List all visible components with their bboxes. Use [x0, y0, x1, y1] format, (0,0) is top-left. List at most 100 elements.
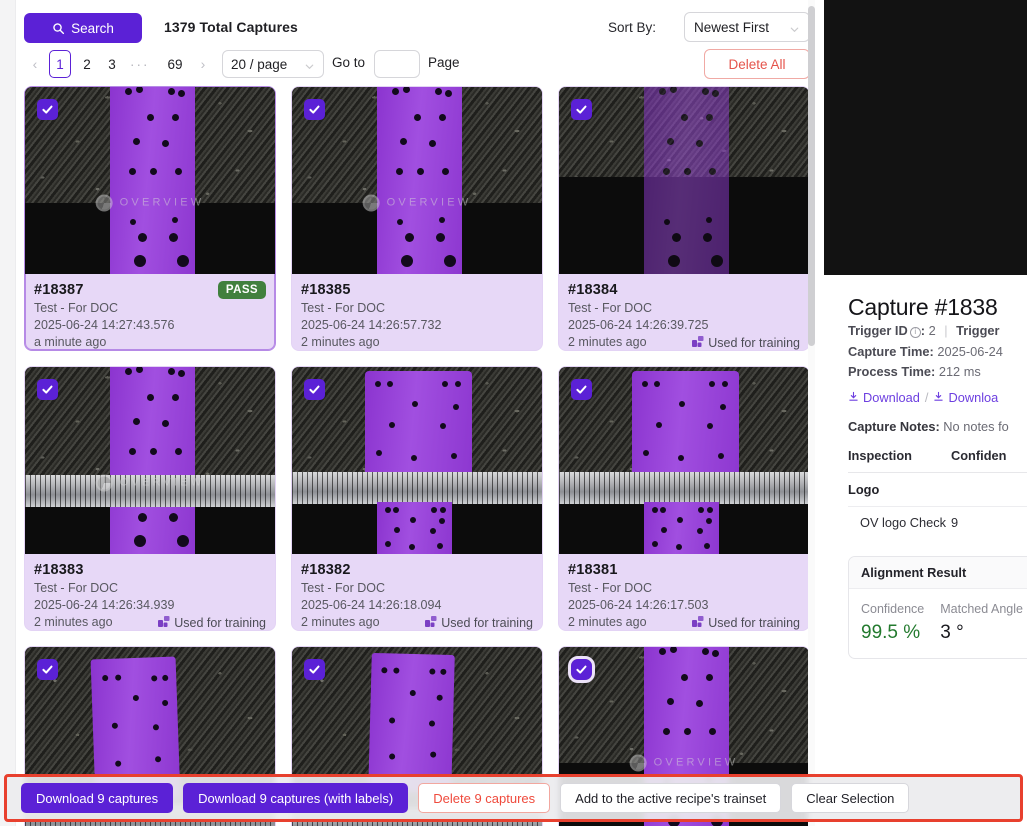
- panel-hole: [132, 138, 140, 146]
- capture-select-checkbox[interactable]: [304, 659, 325, 680]
- panel-hole: [375, 380, 382, 387]
- capture-select-checkbox[interactable]: [304, 99, 325, 120]
- add-to-trainset-button[interactable]: Add to the active recipe's trainset: [560, 783, 782, 813]
- panel-hole: [110, 722, 118, 729]
- panel-hole: [654, 380, 661, 387]
- panel-hole: [672, 233, 682, 243]
- sort-by-select[interactable]: Newest First: [684, 12, 810, 42]
- pagination-prev[interactable]: ‹: [32, 56, 38, 72]
- panel-hole: [178, 89, 185, 97]
- panel-hole: [696, 527, 703, 534]
- capture-thumbnail[interactable]: OVERVIEW: [25, 87, 275, 274]
- capture-select-checkbox[interactable]: [571, 379, 592, 400]
- panel-hole: [450, 452, 457, 459]
- download-row: Download / Downloa: [848, 390, 1027, 405]
- panel-hole: [376, 450, 383, 457]
- pagination-page-1[interactable]: 1: [49, 50, 71, 78]
- capture-thumbnail[interactable]: OVERVIEW: [25, 367, 275, 554]
- capture-thumbnail[interactable]: [559, 87, 809, 274]
- check-icon: [576, 105, 587, 114]
- delete-all-button[interactable]: Delete All: [704, 49, 810, 79]
- download-captures-button[interactable]: Download 9 captures: [21, 783, 174, 813]
- scrollbar-thumb[interactable]: [808, 6, 815, 346]
- panel-hole: [147, 113, 155, 121]
- panel-hole: [133, 535, 146, 548]
- used-for-training: Used for training: [425, 615, 533, 630]
- purple-panel: [644, 87, 729, 274]
- capture-card[interactable]: OVERVIEW #18383 Test - For DOC 2025-06-2…: [24, 366, 276, 631]
- capture-relative-time: 2 minutes ago: [34, 615, 113, 629]
- capture-select-checkbox[interactable]: [571, 99, 592, 120]
- used-for-training: Used for training: [692, 335, 800, 350]
- panel-hole: [402, 87, 410, 93]
- alignment-result-card: Alignment Result Confidence 99.5 % Match…: [848, 555, 1027, 659]
- pagination-next[interactable]: ›: [200, 56, 206, 72]
- panel-hole: [705, 518, 712, 525]
- info-icon[interactable]: i: [909, 326, 921, 338]
- capture-thumbnail[interactable]: [559, 367, 809, 554]
- capture-thumbnail[interactable]: OVERVIEW: [292, 87, 542, 274]
- capture-select-checkbox[interactable]: [37, 379, 58, 400]
- pagination-page-3[interactable]: 3: [108, 56, 116, 72]
- captures-scrollbar[interactable]: [808, 0, 815, 826]
- panel-hole: [138, 233, 148, 243]
- capture-scene: OVERVIEW: [292, 87, 542, 274]
- panel-hole: [439, 113, 447, 121]
- search-button[interactable]: Search: [24, 13, 142, 43]
- used-for-training-label: Used for training: [708, 615, 800, 630]
- purple-panel: [110, 87, 195, 274]
- download-captures-with-labels-button[interactable]: Download 9 captures (with labels): [183, 783, 409, 813]
- capture-timestamp: 2025-06-24 14:26:39.725: [568, 318, 709, 332]
- capture-card[interactable]: #18382 Test - For DOC 2025-06-24 14:26:1…: [291, 366, 543, 631]
- panel-hole: [652, 541, 659, 548]
- capture-meta: #18382 Test - For DOC 2025-06-24 14:26:1…: [292, 554, 542, 630]
- captures-column: Search 1379 Total Captures Sort By: Newe…: [16, 0, 818, 826]
- panel-hole: [441, 380, 448, 387]
- used-for-training-label: Used for training: [174, 615, 266, 630]
- capture-select-checkbox[interactable]: [37, 99, 58, 120]
- pagination-page-2[interactable]: 2: [83, 56, 91, 72]
- download-link[interactable]: Download: [848, 390, 920, 405]
- capture-card[interactable]: #18381 Test - For DOC 2025-06-24 14:26:1…: [558, 366, 810, 631]
- capture-notes-label: Capture Notes:: [848, 418, 940, 434]
- process-time-label: Process Time:: [848, 364, 936, 379]
- download-icon: [848, 390, 859, 405]
- panel-hole: [388, 717, 395, 724]
- clear-selection-button[interactable]: Clear Selection: [791, 783, 910, 813]
- alignment-angle-label: Matched Angle: [940, 601, 1023, 616]
- goto-page-input[interactable]: [374, 50, 420, 78]
- capture-card[interactable]: OVERVIEW #18385 Test - For DOC 2025-06-2…: [291, 86, 543, 351]
- panel-hole: [167, 367, 175, 375]
- purple-panel: [364, 370, 472, 483]
- capture-recipe: Test - For DOC: [34, 301, 119, 315]
- alignment-confidence-value: 99.5 %: [861, 621, 921, 643]
- capture-card[interactable]: #18384 Test - For DOC 2025-06-24 14:26:3…: [558, 86, 810, 351]
- panel-hole: [168, 513, 178, 523]
- panel-hole: [151, 724, 159, 731]
- panel-hole: [172, 216, 179, 223]
- panel-hole: [132, 418, 140, 426]
- panel-hole: [669, 647, 677, 653]
- panel-hole: [676, 543, 683, 550]
- panel-hole: [161, 420, 169, 428]
- search-icon: [52, 22, 65, 35]
- panel-hole: [683, 728, 691, 736]
- capture-select-checkbox[interactable]: [568, 656, 595, 683]
- download-alt-link[interactable]: Downloa: [933, 390, 998, 405]
- panel-hole: [387, 380, 394, 387]
- panel-hole: [133, 255, 146, 268]
- delete-captures-button[interactable]: Delete 9 captures: [418, 783, 551, 813]
- panel-hole: [701, 647, 709, 655]
- capture-select-checkbox[interactable]: [304, 379, 325, 400]
- panel-hole: [695, 700, 703, 708]
- panel-hole: [707, 506, 713, 513]
- capture-select-checkbox[interactable]: [37, 659, 58, 680]
- pagination-last-page[interactable]: 69: [167, 56, 183, 72]
- panel-hole: [711, 255, 724, 268]
- panel-hole: [444, 255, 457, 268]
- panel-hole: [174, 448, 182, 456]
- page-size-select[interactable]: 20 / page: [222, 50, 324, 78]
- capture-thumbnail[interactable]: [292, 367, 542, 554]
- capture-id: #18385: [301, 282, 351, 298]
- capture-card[interactable]: OVERVIEW PASS #18387 Test - For DOC 2025…: [24, 86, 276, 351]
